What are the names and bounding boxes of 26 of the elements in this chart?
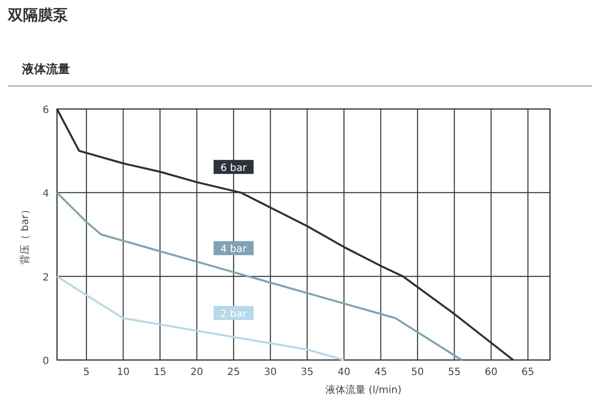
x-tick-label: 10 [116,367,130,378]
y-tick-label: 2 [42,272,49,284]
x-tick-label: 25 [227,367,240,378]
chart-title: 双隔膜泵 [7,6,69,24]
x-axis-title: 液体流量 (l/min) [326,384,402,396]
line-series [56,192,463,361]
x-tick-label: 40 [338,367,350,378]
chart-subtitle: 液体流量 [21,62,70,76]
y-tick-label: 4 [42,188,49,200]
series-label: 4 bar [220,244,248,256]
x-tick-label: 15 [154,367,166,378]
x-tick-label: 30 [264,367,277,378]
x-tick-label: 65 [522,367,534,378]
y-axis-title: 背压（ bar） [19,204,31,264]
x-tick-label: 35 [300,367,314,378]
series-label: 6 bar [220,162,248,174]
x-tick-label: 5 [83,367,90,378]
series-label: 2 bar [220,308,248,320]
x-tick-label: 45 [374,367,388,378]
x-tick-label: 55 [448,367,461,378]
line-series [56,275,345,361]
y-tick-label: 6 [42,105,49,116]
x-tick-label: 20 [190,367,204,378]
x-tick-label: 50 [411,367,424,378]
y-tick-label: 0 [42,356,49,367]
x-tick-label: 60 [484,367,498,378]
